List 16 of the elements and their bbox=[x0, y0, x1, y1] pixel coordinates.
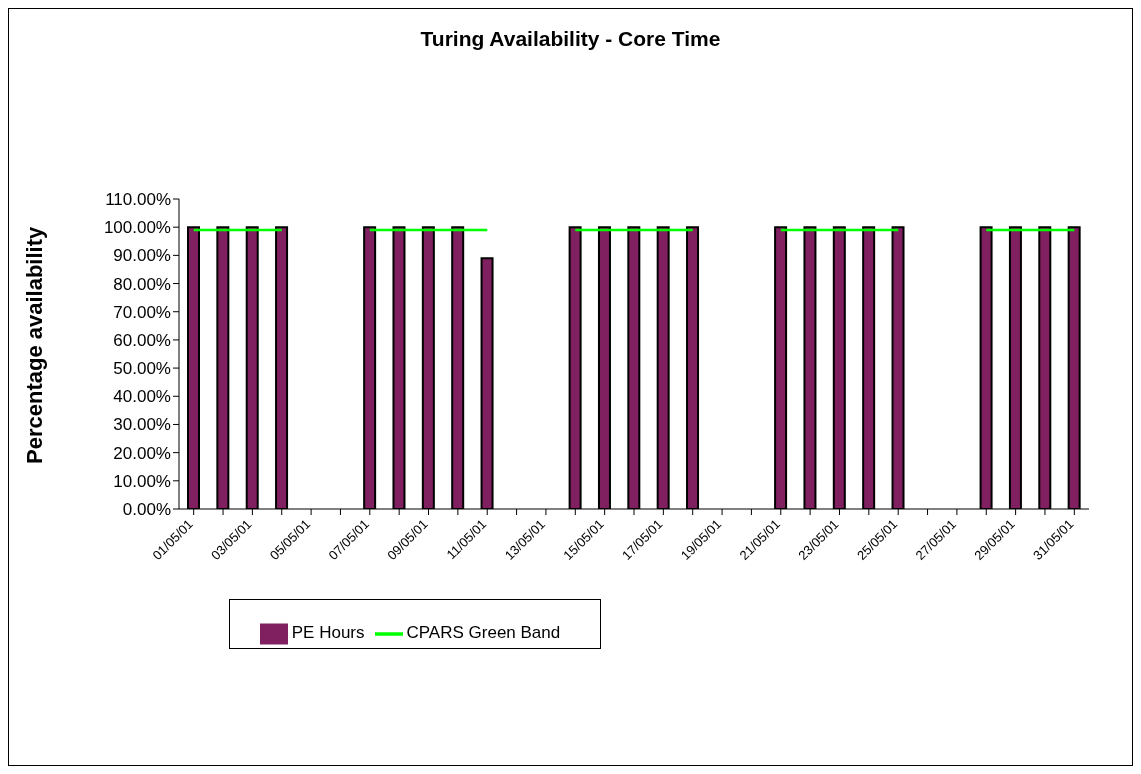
y-tick-label: 0.00% bbox=[122, 500, 171, 520]
y-tick-label: 40.00% bbox=[113, 387, 171, 407]
y-tick-label: 100.00% bbox=[103, 218, 171, 238]
legend-label: PE Hours bbox=[291, 623, 365, 643]
y-tick-label: 110.00% bbox=[105, 190, 171, 210]
y-tick-label: 80.00% bbox=[113, 274, 171, 294]
y-axis-title: Percentage availability bbox=[21, 226, 47, 464]
legend-label: CPARS Green Band bbox=[406, 623, 561, 643]
y-tick-label: 60.00% bbox=[113, 330, 171, 350]
y-tick-label: 10.00% bbox=[113, 471, 171, 491]
chart-title: Turing Availability - Core Time bbox=[419, 27, 722, 51]
y-tick-label: 20.00% bbox=[113, 443, 171, 463]
y-tick-label: 90.00% bbox=[113, 246, 171, 266]
y-tick-label: 70.00% bbox=[113, 302, 171, 322]
y-tick-label: 30.00% bbox=[113, 415, 171, 435]
y-tick-label: 50.00% bbox=[113, 359, 171, 379]
